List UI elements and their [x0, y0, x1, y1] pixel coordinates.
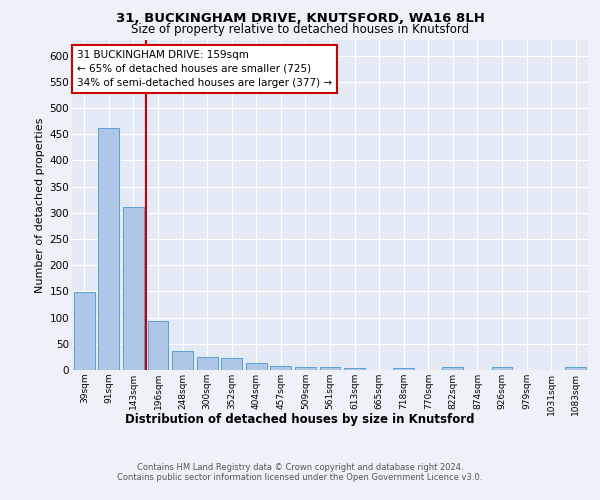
Text: 31, BUCKINGHAM DRIVE, KNUTSFORD, WA16 8LH: 31, BUCKINGHAM DRIVE, KNUTSFORD, WA16 8L…	[116, 12, 484, 26]
Bar	[271, 366, 292, 370]
Bar	[393, 368, 414, 370]
Bar	[123, 207, 144, 370]
Bar	[344, 368, 365, 370]
Bar	[148, 322, 169, 370]
Bar	[98, 128, 119, 370]
Text: Contains HM Land Registry data © Crown copyright and database right 2024.: Contains HM Land Registry data © Crown c…	[137, 462, 463, 471]
Bar	[221, 358, 242, 370]
Text: Size of property relative to detached houses in Knutsford: Size of property relative to detached ho…	[131, 22, 469, 36]
Bar	[197, 358, 218, 370]
Bar	[295, 367, 316, 370]
Text: Contains public sector information licensed under the Open Government Licence v3: Contains public sector information licen…	[118, 472, 482, 482]
Text: 31 BUCKINGHAM DRIVE: 159sqm
← 65% of detached houses are smaller (725)
34% of se: 31 BUCKINGHAM DRIVE: 159sqm ← 65% of det…	[77, 50, 332, 88]
Bar	[442, 368, 463, 370]
Bar	[320, 368, 340, 370]
Bar	[491, 368, 512, 370]
Bar	[565, 368, 586, 370]
Bar	[172, 351, 193, 370]
Bar	[246, 363, 267, 370]
Y-axis label: Number of detached properties: Number of detached properties	[35, 118, 46, 292]
Bar	[74, 292, 95, 370]
Text: Distribution of detached houses by size in Knutsford: Distribution of detached houses by size …	[125, 412, 475, 426]
